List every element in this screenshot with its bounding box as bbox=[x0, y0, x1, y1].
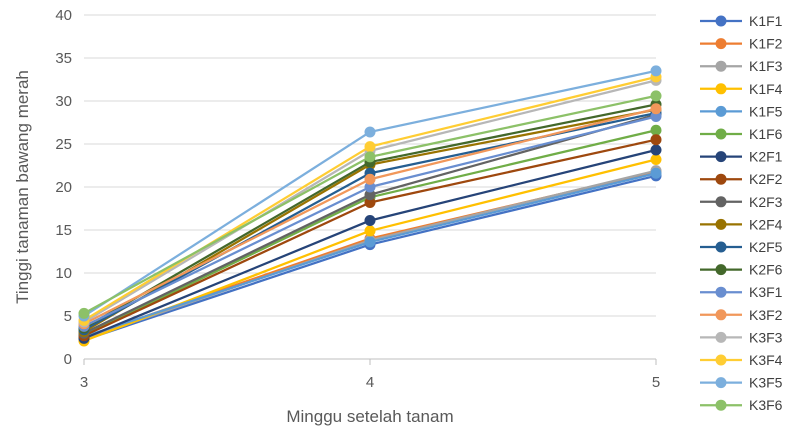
legend-label: K2F3 bbox=[749, 194, 783, 210]
x-axis-title: Minggu setelah tanam bbox=[286, 407, 453, 426]
legend-item-k1f4: K1F4 bbox=[700, 81, 783, 97]
legend-marker bbox=[715, 331, 727, 343]
legend-item-k2f6: K2F6 bbox=[700, 262, 783, 278]
legend-label: K2F6 bbox=[749, 262, 783, 278]
legend-item-k1f6: K1F6 bbox=[700, 126, 783, 142]
legend-marker bbox=[715, 15, 727, 27]
legend-marker bbox=[715, 105, 727, 117]
legend-marker bbox=[715, 241, 727, 253]
legend-label: K1F6 bbox=[749, 126, 783, 142]
legend-item-k2f1: K2F1 bbox=[700, 149, 783, 165]
legend-label: K2F4 bbox=[749, 216, 783, 232]
legend-item-k3f3: K3F3 bbox=[700, 329, 783, 345]
legend: K1F1 K1F2 K1F3 K1F4 K1F5 K1F6 K2F1 K2F2 K2F3 K2F4… bbox=[700, 13, 783, 413]
legend-item-k3f6: K3F6 bbox=[700, 397, 783, 413]
y-tick-label: 20 bbox=[55, 179, 72, 196]
data-point bbox=[364, 181, 376, 193]
legend-label: K3F1 bbox=[749, 284, 783, 300]
legend-item-k1f3: K1F3 bbox=[700, 58, 783, 74]
data-point bbox=[650, 103, 662, 115]
legend-item-k1f2: K1F2 bbox=[700, 36, 783, 52]
data-point bbox=[364, 196, 376, 208]
data-point bbox=[364, 173, 376, 185]
legend-marker bbox=[715, 151, 727, 163]
y-tick-label: 35 bbox=[55, 50, 72, 67]
legend-item-k3f5: K3F5 bbox=[700, 375, 783, 391]
legend-marker bbox=[715, 399, 727, 411]
legend-marker bbox=[715, 377, 727, 389]
axes: 0 5 10 15 20 25 30 35 40 3 4 5 bbox=[55, 7, 660, 391]
data-point bbox=[650, 134, 662, 146]
legend-item-k1f1: K1F1 bbox=[700, 13, 783, 29]
y-tick-label: 40 bbox=[55, 7, 72, 24]
data-point bbox=[650, 167, 662, 179]
legend-label: K3F3 bbox=[749, 329, 783, 345]
legend-item-k2f4: K2F4 bbox=[700, 216, 783, 232]
legend-item-k3f4: K3F4 bbox=[700, 352, 783, 368]
data-point bbox=[364, 151, 376, 163]
y-tick-label: 5 bbox=[64, 308, 72, 325]
legend-label: K1F4 bbox=[749, 81, 783, 97]
legend-label: K3F5 bbox=[749, 375, 783, 391]
legend-label: K2F1 bbox=[749, 149, 783, 165]
data-point bbox=[650, 90, 662, 102]
y-tick-label: 15 bbox=[55, 222, 72, 239]
data-point bbox=[364, 236, 376, 248]
legend-label: K3F4 bbox=[749, 352, 783, 368]
legend-marker bbox=[715, 218, 727, 230]
x-tick-label: 4 bbox=[366, 374, 374, 391]
legend-item-k3f2: K3F2 bbox=[700, 307, 783, 323]
series-k3f6 bbox=[78, 90, 662, 319]
data-point bbox=[78, 307, 90, 319]
legend-label: K3F2 bbox=[749, 307, 783, 323]
legend-item-k2f3: K2F3 bbox=[700, 194, 783, 210]
data-point bbox=[364, 141, 376, 153]
data-point bbox=[364, 215, 376, 227]
legend-label: K1F2 bbox=[749, 36, 783, 52]
data-point bbox=[364, 126, 376, 138]
series-lines bbox=[78, 65, 662, 347]
y-tick-label: 30 bbox=[55, 93, 72, 110]
legend-label: K1F3 bbox=[749, 58, 783, 74]
x-tick-label: 5 bbox=[652, 374, 660, 391]
y-axis-title: Tinggi tanaman bawang merah bbox=[13, 70, 32, 304]
legend-marker bbox=[715, 173, 727, 185]
y-tick-label: 25 bbox=[55, 136, 72, 153]
data-point bbox=[650, 124, 662, 136]
legend-marker bbox=[715, 196, 727, 208]
data-point bbox=[650, 65, 662, 77]
legend-marker bbox=[715, 286, 727, 298]
data-point bbox=[650, 153, 662, 165]
legend-marker bbox=[715, 354, 727, 366]
legend-item-k3f1: K3F1 bbox=[700, 284, 783, 300]
legend-label: K1F1 bbox=[749, 13, 783, 29]
legend-item-k2f5: K2F5 bbox=[700, 239, 783, 255]
legend-marker bbox=[715, 128, 727, 140]
data-point bbox=[650, 110, 662, 122]
series-k3f1 bbox=[78, 110, 662, 332]
legend-label: K2F5 bbox=[749, 239, 783, 255]
x-tick-label: 3 bbox=[80, 374, 88, 391]
legend-item-k2f2: K2F2 bbox=[700, 171, 783, 187]
data-point bbox=[364, 225, 376, 237]
legend-label: K1F5 bbox=[749, 103, 783, 119]
data-point bbox=[364, 189, 376, 201]
legend-item-k1f5: K1F5 bbox=[700, 103, 783, 119]
legend-marker bbox=[715, 83, 727, 95]
y-tick-label: 0 bbox=[64, 351, 72, 368]
legend-marker bbox=[715, 264, 727, 276]
legend-label: K3F6 bbox=[749, 397, 783, 413]
legend-marker bbox=[715, 38, 727, 50]
legend-label: K2F2 bbox=[749, 171, 783, 187]
data-point bbox=[650, 144, 662, 156]
y-tick-label: 10 bbox=[55, 265, 72, 282]
legend-marker bbox=[715, 60, 727, 72]
legend-marker bbox=[715, 309, 727, 321]
